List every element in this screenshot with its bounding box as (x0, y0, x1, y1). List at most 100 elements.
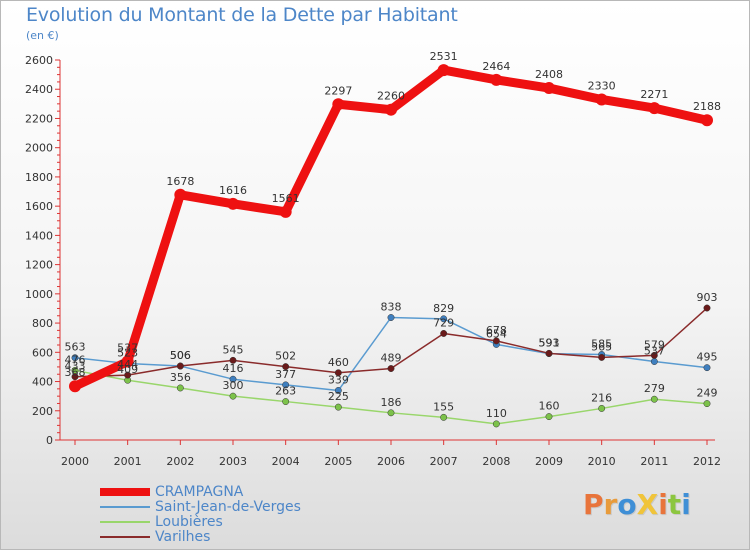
series-line-crampagna (70, 65, 712, 391)
data-label-loubi-res: 160 (539, 400, 560, 413)
data-label-saint-jean-de-verges: 563 (65, 341, 86, 354)
data-point-loubi-res (598, 404, 606, 412)
y-tick-label: 200 (32, 405, 53, 418)
x-tick-label: 2007 (430, 455, 458, 468)
legend-label: Loubières (155, 514, 223, 530)
data-point-crampagna (490, 73, 503, 86)
x-tick-label: 2000 (61, 455, 89, 468)
data-point-loubi-res (334, 403, 342, 411)
line-chart: 0 200 400 600 800 1000 1200 1400 1600 1800 2000 220… (25, 50, 722, 468)
y-tick-label: 400 (32, 376, 53, 389)
chart-subtitle: (en €) (26, 29, 59, 42)
data-label-loubi-res: 110 (486, 407, 507, 420)
data-point-crampagna (69, 380, 81, 393)
x-tick-label: 2004 (272, 455, 300, 468)
data-point-loubi-res (492, 420, 500, 428)
y-tick-label: 800 (32, 317, 53, 330)
x-tick-label: 2001 (114, 455, 142, 468)
y-tick-label: 1000 (25, 288, 53, 301)
y-tick-label: 2400 (25, 83, 53, 96)
data-label-varilhes: 489 (381, 352, 402, 365)
data-label-saint-jean-de-verges: 585 (591, 338, 612, 351)
data-label-saint-jean-de-verges: 495 (697, 351, 718, 364)
data-label-crampagna: 2260 (377, 90, 405, 103)
data-point-varilhes (282, 363, 290, 371)
data-point-saint-jean-de-verges (229, 375, 237, 383)
data-labels-layer: 563 523 506 416 377 339 838 829 654 591 585 537 495 4… (65, 50, 722, 420)
x-tick-label: 2003 (219, 455, 247, 468)
data-point-crampagna (648, 102, 661, 115)
data-point-loubi-res (545, 413, 553, 421)
data-point-varilhes (124, 371, 132, 379)
data-label-loubi-res: 300 (223, 379, 244, 392)
data-point-crampagna (385, 103, 397, 116)
data-point-crampagna (279, 205, 292, 218)
y-tick-label: 1400 (25, 229, 53, 242)
data-label-loubi-res: 186 (381, 396, 402, 409)
data-label-saint-jean-de-verges: 339 (328, 373, 349, 386)
data-label-saint-jean-de-verges: 537 (644, 345, 665, 358)
data-label-saint-jean-de-verges: 506 (170, 349, 191, 362)
data-label-crampagna: 537 (117, 342, 138, 355)
data-label-crampagna: 2188 (693, 100, 721, 113)
data-label-varilhes: 506 (170, 349, 191, 362)
data-label-varilhes: 433 (65, 360, 86, 373)
data-label-varilhes: 593 (539, 336, 560, 349)
data-label-crampagna: 368 (65, 366, 86, 379)
data-label-loubi-res: 263 (275, 385, 296, 398)
y-tick-label: 1600 (25, 200, 53, 213)
data-label-loubi-res: 476 (65, 353, 86, 366)
data-point-varilhes (440, 330, 448, 337)
data-point-loubi-res (650, 395, 658, 403)
data-label-varilhes: 903 (697, 291, 718, 304)
x-tick-label: 2002 (166, 455, 194, 468)
data-point-saint-jean-de-verges (387, 314, 395, 321)
legend-swatch (100, 536, 150, 538)
data-point-loubi-res (440, 413, 448, 421)
data-point-varilhes (387, 365, 395, 372)
data-label-loubi-res: 225 (328, 390, 349, 403)
legend-swatch (100, 488, 150, 496)
data-point-loubi-res (703, 400, 711, 408)
legend-item: Varilhes (100, 529, 360, 545)
data-label-crampagna: 2271 (640, 88, 668, 101)
data-point-saint-jean-de-verges (440, 315, 448, 323)
y-tick-label: 2600 (25, 54, 53, 67)
data-point-crampagna (332, 98, 345, 111)
data-label-saint-jean-de-verges: 654 (486, 327, 507, 340)
data-point-loubi-res (229, 392, 237, 400)
data-label-crampagna: 1678 (166, 175, 194, 188)
data-label-crampagna: 2297 (324, 84, 352, 97)
data-point-crampagna (174, 188, 187, 201)
x-tick-label: 2009 (535, 455, 563, 468)
x-tick-label: 2011 (640, 455, 668, 468)
y-tick-label: 600 (32, 346, 53, 359)
data-point-saint-jean-de-verges (71, 354, 79, 362)
data-point-varilhes (176, 362, 184, 370)
data-label-saint-jean-de-verges: 838 (381, 301, 402, 314)
data-point-crampagna (543, 82, 555, 95)
data-point-varilhes (545, 349, 553, 357)
legend-item: Saint-Jean-de-Verges (100, 499, 360, 515)
data-label-varilhes: 460 (328, 356, 349, 369)
legend-item: CRAMPAGNA (100, 484, 360, 500)
data-label-crampagna: 2464 (482, 60, 510, 73)
data-point-saint-jean-de-verges (650, 358, 658, 365)
y-tick-label: 1200 (25, 259, 53, 272)
data-label-crampagna: 2408 (535, 68, 563, 81)
data-label-saint-jean-de-verges: 591 (539, 337, 560, 350)
data-point-crampagna (701, 114, 713, 127)
data-point-saint-jean-de-verges (334, 387, 342, 394)
series-layer (69, 64, 713, 428)
proxiti-logo: ProXiti (583, 488, 691, 521)
x-tick-label: 2012 (693, 455, 721, 468)
legend-swatch (100, 521, 150, 523)
data-label-saint-jean-de-verges: 416 (223, 362, 244, 375)
data-label-varilhes: 729 (433, 316, 454, 329)
data-point-loubi-res (176, 384, 184, 392)
x-tick-label: 2006 (377, 455, 405, 468)
data-point-crampagna (121, 355, 134, 368)
data-label-saint-jean-de-verges: 377 (275, 368, 296, 381)
chart-title: Evolution du Montant de la Dette par Hab… (26, 4, 458, 26)
data-label-varilhes: 565 (591, 340, 612, 353)
